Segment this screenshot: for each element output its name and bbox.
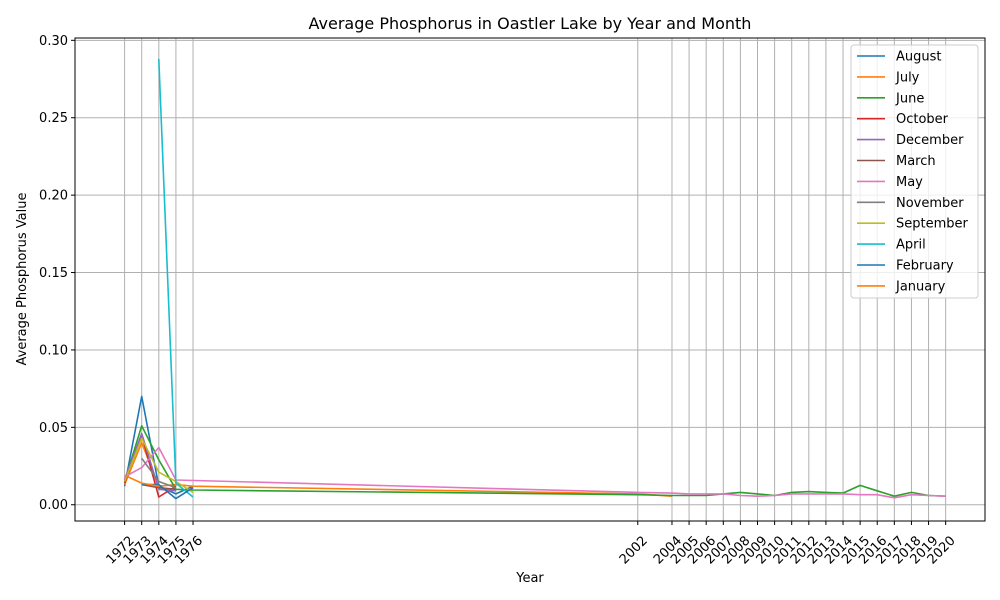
axes-frame <box>74 37 986 522</box>
legend-label: October <box>896 112 949 127</box>
series-line-april <box>158 58 194 498</box>
legend-label: May <box>896 175 923 190</box>
x-axis-label: Year <box>515 571 544 586</box>
y-tick-label: 0.25 <box>39 111 68 126</box>
y-tick-label: 0.05 <box>39 421 68 436</box>
series-line-november <box>141 457 177 489</box>
legend-label: March <box>896 154 936 169</box>
y-tick-label: 0.10 <box>39 343 68 358</box>
y-axis-label: Average Phosphorus Value <box>15 193 30 366</box>
plot-area <box>75 38 985 521</box>
y-ticks: 0.00 0.05 0.10 0.15 0.20 0.25 0.30 <box>39 34 75 513</box>
legend-label: December <box>896 133 964 148</box>
legend: August July June October December March May Nov… <box>850 44 979 299</box>
y-tick-label: 0.00 <box>39 498 68 513</box>
legend-label: June <box>895 91 924 106</box>
series-line-june <box>123 424 946 498</box>
y-tick-label: 0.15 <box>39 266 68 281</box>
chart-title: Average Phosphorus in Oastler Lake by Ye… <box>309 14 752 33</box>
y-tick-label: 0.20 <box>39 189 68 204</box>
legend-label: November <box>896 196 964 211</box>
legend-label: February <box>896 259 954 274</box>
legend-label: August <box>896 50 942 65</box>
series-line-march <box>141 483 176 491</box>
series-line-september <box>123 437 194 494</box>
series-lines <box>123 58 946 500</box>
legend-label: July <box>895 70 920 85</box>
legend-label: January <box>895 279 946 294</box>
legend-label: April <box>896 238 926 253</box>
series-line-january <box>124 474 159 487</box>
series-line-may <box>124 446 946 499</box>
series-line-december <box>123 432 176 492</box>
legend-label: September <box>896 217 969 232</box>
y-tick-label: 0.30 <box>39 34 68 49</box>
axes <box>74 37 986 522</box>
legend-box <box>850 44 979 299</box>
